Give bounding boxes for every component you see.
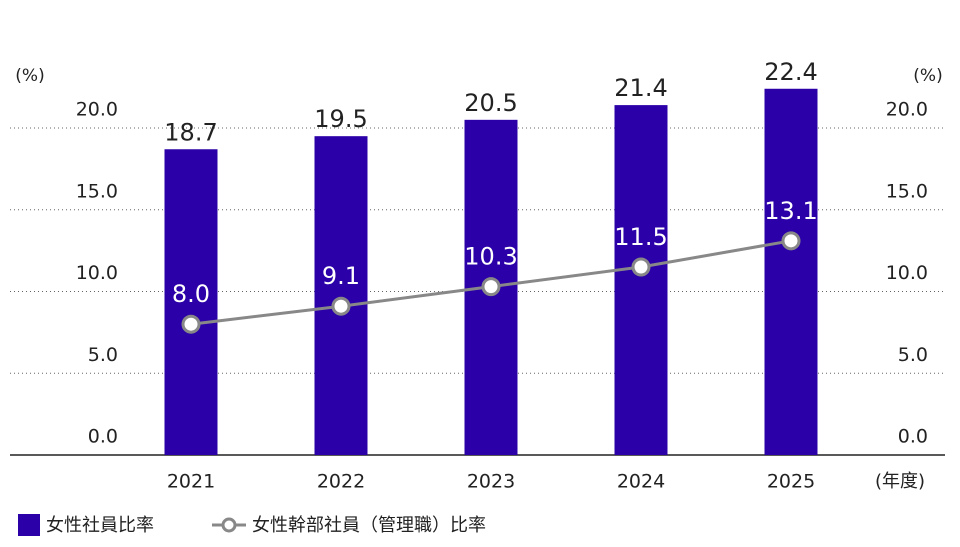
x-tick-label: 2022 (317, 471, 365, 493)
x-tick-label: 2023 (467, 471, 515, 493)
y2-tick-label: 10.0 (886, 262, 928, 284)
bar (614, 105, 668, 456)
y-axis-label: (%) (15, 66, 44, 86)
line-value-label: 13.1 (764, 197, 817, 225)
bar-value-label: 20.5 (464, 89, 517, 117)
y2-tick-label: 0.0 (898, 426, 928, 448)
legend-swatch (18, 514, 40, 536)
bar (164, 149, 218, 455)
x-tick-label: 2024 (617, 471, 665, 493)
y2-tick-label: 5.0 (898, 344, 928, 366)
y-tick-label: 5.0 (88, 344, 118, 366)
line-marker (781, 231, 801, 251)
bar-value-label: 21.4 (614, 74, 667, 102)
legend-label: 女性幹部社員（管理職）比率 (252, 515, 486, 536)
bar-value-label: 18.7 (164, 118, 217, 146)
y-tick-label: 15.0 (76, 180, 118, 202)
x-axis-label: (年度) (875, 471, 925, 492)
line-marker (331, 296, 351, 316)
line-value-label: 9.1 (322, 262, 360, 290)
line-value-label: 11.5 (614, 223, 667, 251)
legend-label: 女性社員比率 (46, 515, 154, 536)
bar (764, 88, 818, 455)
y-tick-label: 20.0 (76, 99, 118, 121)
y-tick-label: 10.0 (76, 262, 118, 284)
line-value-label: 10.3 (464, 243, 517, 271)
y2-tick-label: 20.0 (886, 99, 928, 121)
y-tick-label: 0.0 (88, 426, 118, 448)
x-tick-label: 2021 (167, 471, 215, 493)
y2-axis-label: (%) (913, 66, 942, 86)
line-marker (481, 277, 501, 297)
bar-value-label: 22.4 (764, 58, 817, 86)
bar (314, 136, 368, 456)
bar-value-label: 19.5 (314, 105, 367, 133)
x-tick-label: 2025 (767, 471, 815, 493)
line-marker (631, 257, 651, 277)
legend-swatch (221, 517, 237, 533)
line-marker (181, 314, 201, 334)
line-value-label: 8.0 (172, 280, 210, 308)
y2-tick-label: 15.0 (886, 180, 928, 202)
